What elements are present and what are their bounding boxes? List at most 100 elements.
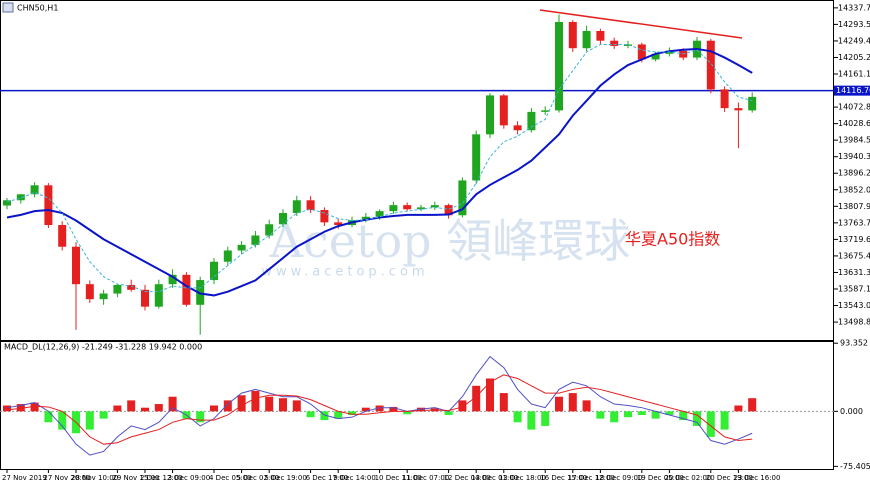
x-tick-label: 17 Dec 12:00 [568,474,615,482]
macd-bar [3,405,11,412]
macd-bar [320,411,329,421]
macd-bar [610,411,619,423]
y-tick-label: 14337.70 [838,3,870,12]
y-tick-label: 13498.85 [838,318,870,327]
y-tick-label: 14205.25 [838,53,870,62]
macd-bar [665,411,674,415]
x-tick-label: 27 Nov 2019 [2,474,47,482]
candle-body [320,210,329,223]
y-tick-label: 13807.90 [838,202,870,211]
y-tick-label: 13852.05 [838,185,870,194]
watermark: Acetop 領峰環球 [269,214,630,268]
x-tick-label: 10 Dec 11:00 [375,474,422,482]
macd-bar [568,393,577,412]
macd-bar [16,404,25,412]
x-tick-label: 6 Dec 17:00 [306,474,349,482]
macd-line [6,355,753,456]
macd-bar [30,402,39,412]
macd-bar [582,400,591,412]
x-tick-label: 20 Dec 19:00 [706,474,753,482]
x-tick-label: 4 Dec 05:00 [209,474,252,482]
y-tick-label: -75.405 [840,462,870,471]
x-tick-label: 20 Dec 02:00 [664,474,711,482]
y-tick-label: 13719.60 [838,235,870,244]
candle-body [403,205,412,210]
candle-body [154,284,163,307]
chart-title: CHN50,H1 [17,4,58,13]
macd-bar [734,405,743,412]
y-tick-label: 13631.30 [838,268,870,277]
macd-bar [651,411,660,419]
macd-bar [334,411,343,419]
macd-bar [499,393,508,412]
y-tick-label: 13896.20 [838,169,870,178]
candle-body [596,30,605,41]
candle-body [210,261,218,281]
macd-bar [361,407,370,412]
y-tick-label: 13675.45 [838,251,870,260]
x-tick-label: 23 Dec 16:00 [733,474,780,482]
candle-body [651,53,660,60]
macd-bar [168,396,177,412]
x-tick-label: 5 Dec 19:00 [264,474,307,482]
macd-bar [237,395,246,412]
macd-bar [127,400,136,412]
price-label-bg [834,85,870,96]
main-frame [0,0,834,341]
candle-body [486,95,494,135]
price-label: 14116.70 [836,86,870,95]
candle-body [720,89,729,109]
candle-body [527,111,536,131]
macd-bar [596,411,605,419]
macd-bar [265,396,274,412]
macd-bar [348,411,356,415]
x-tick-label: 5 Dec 02:00 [237,474,280,482]
x-tick-label: 11 Dec 07:00 [402,474,449,482]
macd-bar [706,411,715,437]
candle-body [637,44,646,60]
trend-line [539,9,743,39]
x-tick-label: 29 Nov 15:00 [112,474,159,482]
candle-body [513,125,522,131]
y-tick-label: 13587.15 [838,285,870,294]
y-tick-label: 13763.75 [838,218,870,227]
macd-bar [403,411,412,415]
macd-bar [113,405,122,412]
macd-bar [748,398,757,412]
macd-line [6,374,753,445]
candle-body [555,21,563,111]
candle-body [113,284,122,294]
candle-body [734,108,743,111]
macd-bar [472,385,481,412]
y-tick-label: 93.352 [840,339,868,348]
x-tick-label: 13 Dec 18:00 [499,474,546,482]
candle-body [72,246,80,285]
candle-body [541,110,550,112]
macd-bar [210,405,218,412]
candle-body [417,207,425,210]
macd-bar [458,400,467,412]
y-tick-label: 13940.35 [838,152,870,161]
y-tick-label: 14161.10 [838,70,870,79]
candle-body [85,284,94,300]
candle-body [568,21,577,49]
candle-body [472,134,481,181]
macd-bar [527,411,536,430]
macd-bar [555,396,563,412]
macd-bar [44,411,53,423]
candle-body [237,244,246,251]
candle-body [444,205,453,216]
x-tick-label: 16 Dec 15:00 [540,474,587,482]
moving-average [6,43,753,293]
macd-bar [541,411,550,426]
x-tick-label: 3 Dec 09:00 [168,474,211,482]
macd-bar [251,390,260,412]
macd-bar [389,406,398,412]
x-tick-label: 18 Dec 09:00 [595,474,642,482]
candle-body [334,222,343,226]
candle-body [458,180,467,216]
candle-body [127,284,136,290]
macd-bar [58,411,67,430]
x-tick-label: 12 Dec 04:00 [444,474,491,482]
